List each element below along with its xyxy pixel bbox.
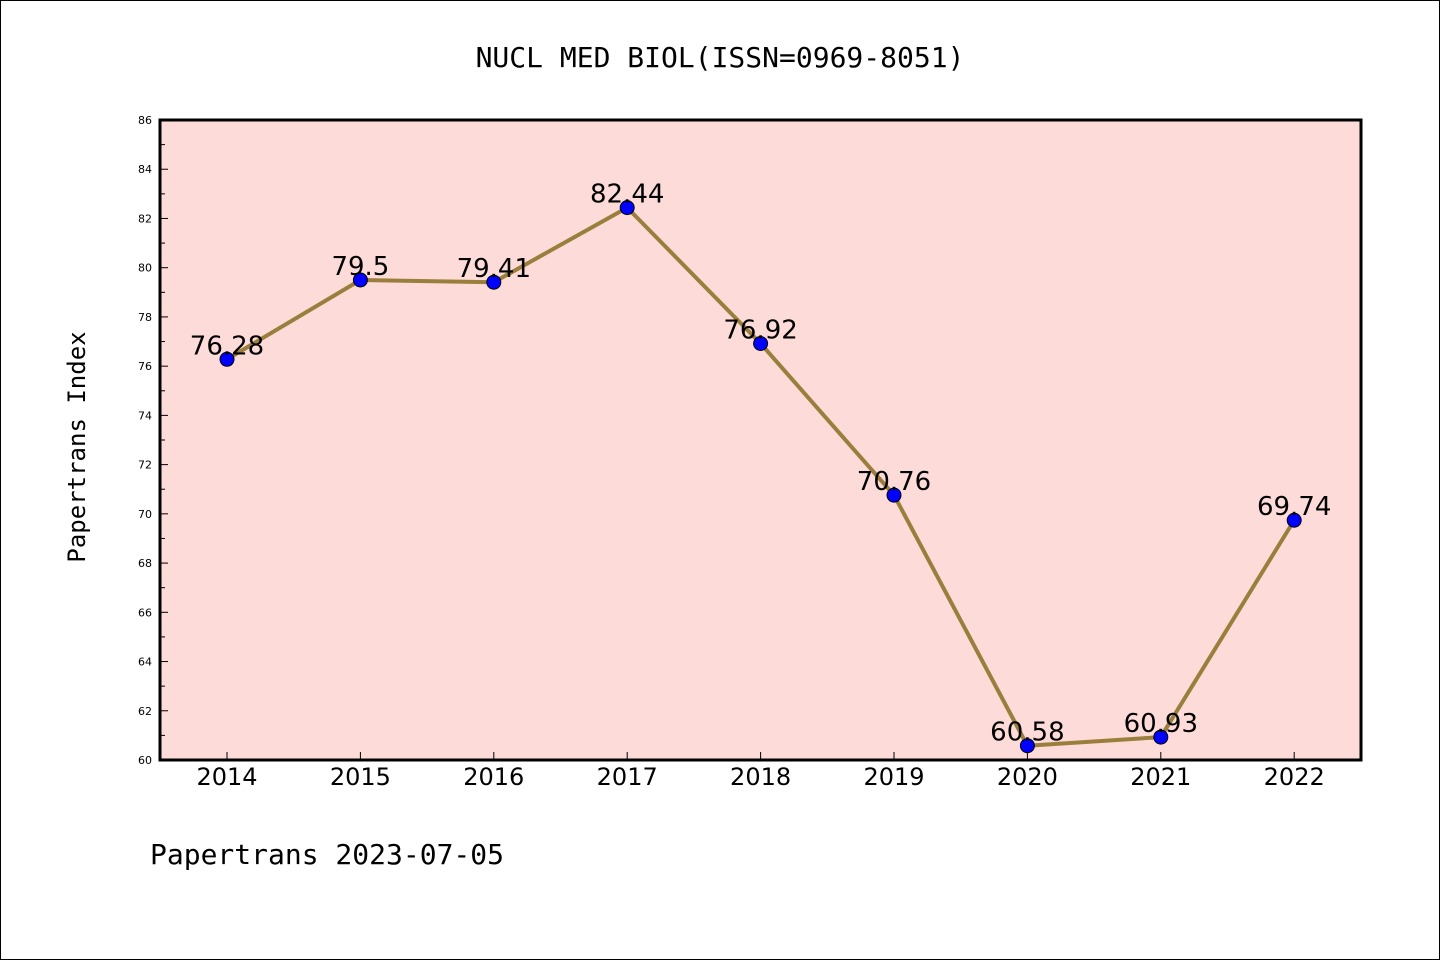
marker-layer: [219, 200, 1302, 754]
data-label: 79.41: [457, 254, 531, 284]
y-tick-label: 84: [138, 163, 152, 176]
data-label: 69.74: [1257, 492, 1331, 522]
data-point: [619, 200, 635, 216]
data-point: [1286, 512, 1302, 528]
y-tick-label: 74: [138, 409, 152, 422]
x-tick-label: 2020: [997, 763, 1058, 791]
y-tick-label: 80: [138, 262, 152, 275]
data-label: 60.93: [1124, 709, 1198, 739]
y-tick-label: 76: [138, 360, 152, 373]
footer-text: Papertrans 2023-07-05: [150, 838, 504, 871]
y-tick-label: 70: [138, 508, 152, 521]
data-point: [486, 274, 502, 290]
y-tick-label: 66: [138, 606, 152, 619]
y-tick-label: 64: [138, 656, 152, 669]
x-tick-label: 2022: [1264, 763, 1325, 791]
y-axis-ticks: 60 62 64 66 68 70 72 74 76 78 80 82 84 86: [138, 114, 168, 767]
data-point: [352, 272, 368, 288]
x-tick-label: 2017: [597, 763, 658, 791]
y-tick-label: 60: [138, 754, 152, 767]
y-tick-label: 62: [138, 705, 152, 718]
data-point: [753, 336, 769, 352]
data-point: [1019, 738, 1035, 754]
data-point: [886, 487, 902, 503]
x-tick-label: 2018: [730, 763, 791, 791]
chart-title: NUCL MED BIOL(ISSN=0969-8051): [476, 41, 965, 74]
data-label: 76.92: [723, 316, 797, 346]
data-label: 60.58: [990, 718, 1064, 748]
x-axis-ticks: 2014 2015 2016 2017 2018 2019 2020 2021 2022: [196, 752, 1325, 791]
x-tick-label: 2021: [1130, 763, 1191, 791]
data-label-layer: 76.28 79.5 79.41 82.44 76.92 70.76 60.58 60.93 6…: [190, 180, 1332, 748]
x-tick-label: 2019: [863, 763, 924, 791]
data-label: 70.76: [857, 467, 931, 497]
y-axis-label: Papertrans Index: [63, 331, 91, 562]
y-tick-label: 68: [138, 557, 152, 570]
data-point: [1153, 729, 1169, 745]
data-label: 82.44: [590, 180, 664, 210]
data-label: 79.5: [331, 252, 389, 282]
x-tick-label: 2014: [196, 763, 257, 791]
y-tick-label: 72: [138, 459, 152, 472]
y-tick-label: 78: [138, 311, 152, 324]
plot-area: [158, 118, 1363, 762]
x-tick-label: 2015: [330, 763, 391, 791]
y-tick-label: 86: [138, 114, 152, 127]
x-tick-label: 2016: [463, 763, 524, 791]
data-label: 76.28: [190, 331, 264, 361]
y-tick-label: 82: [138, 212, 152, 225]
data-point: [219, 351, 235, 367]
